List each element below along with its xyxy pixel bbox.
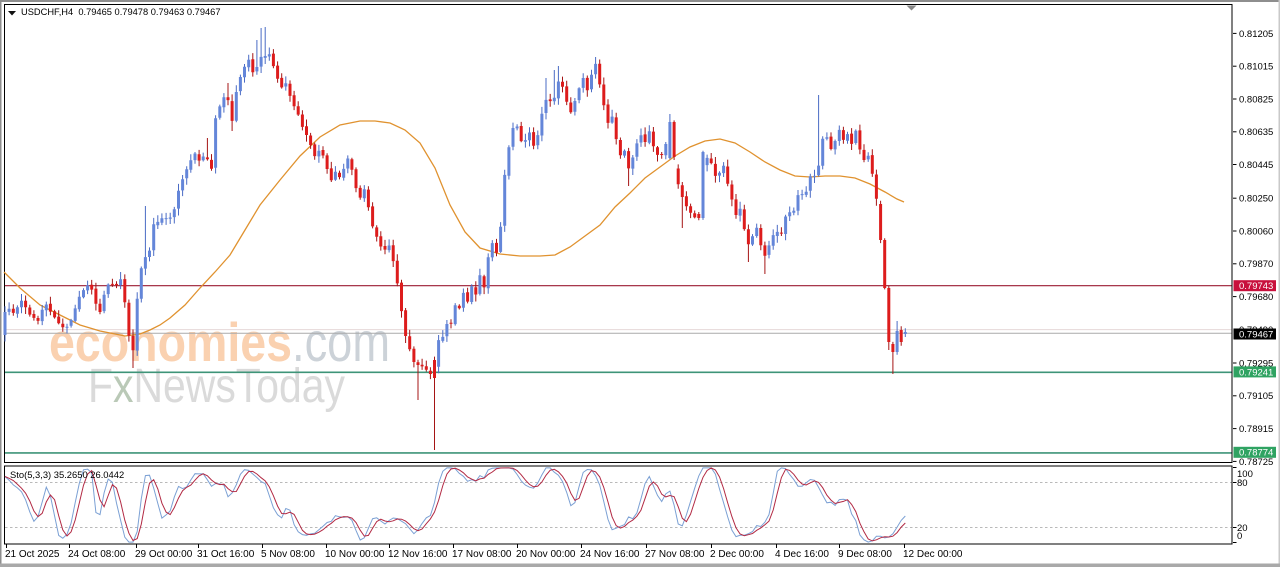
svg-text:0.79241: 0.79241	[1239, 367, 1273, 378]
svg-text:0.80635: 0.80635	[1239, 127, 1273, 138]
svg-text:9 Dec 08:00: 9 Dec 08:00	[838, 549, 892, 560]
svg-text:17 Nov 08:00: 17 Nov 08:00	[452, 549, 512, 560]
svg-text:2 Dec 00:00: 2 Dec 00:00	[710, 549, 764, 560]
svg-text:29 Oct 00:00: 29 Oct 00:00	[135, 549, 193, 560]
svg-text:24 Nov 16:00: 24 Nov 16:00	[580, 549, 640, 560]
svg-text:.com: .com	[292, 310, 390, 373]
svg-text:0.80825: 0.80825	[1239, 94, 1273, 105]
svg-text:0.81015: 0.81015	[1239, 62, 1273, 73]
svg-text:0.79680: 0.79680	[1239, 292, 1273, 303]
svg-text:economies: economies	[49, 311, 292, 373]
svg-text:0.78725: 0.78725	[1239, 457, 1273, 468]
svg-text:Sto(5,3,3) 35.2650 26.0442: Sto(5,3,3) 35.2650 26.0442	[10, 469, 124, 480]
svg-text:0.80250: 0.80250	[1239, 194, 1273, 205]
svg-text:24 Oct 08:00: 24 Oct 08:00	[68, 549, 126, 560]
svg-text:USDCHF,H4 0.79465 0.79478 0.7: USDCHF,H4 0.79465 0.79478 0.79463 0.7946…	[21, 7, 221, 17]
svg-text:4 Dec 16:00: 4 Dec 16:00	[775, 549, 829, 560]
svg-text:0.78915: 0.78915	[1239, 424, 1273, 435]
svg-text:0.79743: 0.79743	[1239, 281, 1273, 292]
svg-text:31 Oct 16:00: 31 Oct 16:00	[197, 549, 255, 560]
svg-text:80: 80	[1237, 478, 1248, 489]
svg-text:10 Nov 00:00: 10 Nov 00:00	[325, 549, 385, 560]
svg-text:FxNewsToday: FxNewsToday	[88, 360, 345, 413]
svg-text:12 Nov 16:00: 12 Nov 16:00	[388, 549, 448, 560]
svg-text:0.79870: 0.79870	[1239, 259, 1273, 270]
svg-text:20: 20	[1237, 523, 1248, 534]
svg-text:20 Nov 00:00: 20 Nov 00:00	[516, 549, 576, 560]
svg-text:0.80445: 0.80445	[1239, 160, 1273, 171]
svg-text:0.79105: 0.79105	[1239, 391, 1273, 402]
svg-text:0.79295: 0.79295	[1239, 358, 1273, 369]
svg-text:0.80060: 0.80060	[1239, 226, 1273, 237]
svg-text:0: 0	[1237, 531, 1242, 542]
svg-text:0.79467: 0.79467	[1239, 329, 1273, 340]
svg-text:0.81205: 0.81205	[1239, 29, 1273, 40]
svg-text:5 Nov 08:00: 5 Nov 08:00	[261, 549, 315, 560]
svg-text:27 Nov 08:00: 27 Nov 08:00	[645, 549, 705, 560]
svg-text:0.78774: 0.78774	[1239, 448, 1273, 459]
svg-text:100: 100	[1237, 469, 1253, 480]
svg-text:21 Oct 2025: 21 Oct 2025	[5, 549, 60, 560]
svg-text:12 Dec 00:00: 12 Dec 00:00	[903, 549, 963, 560]
